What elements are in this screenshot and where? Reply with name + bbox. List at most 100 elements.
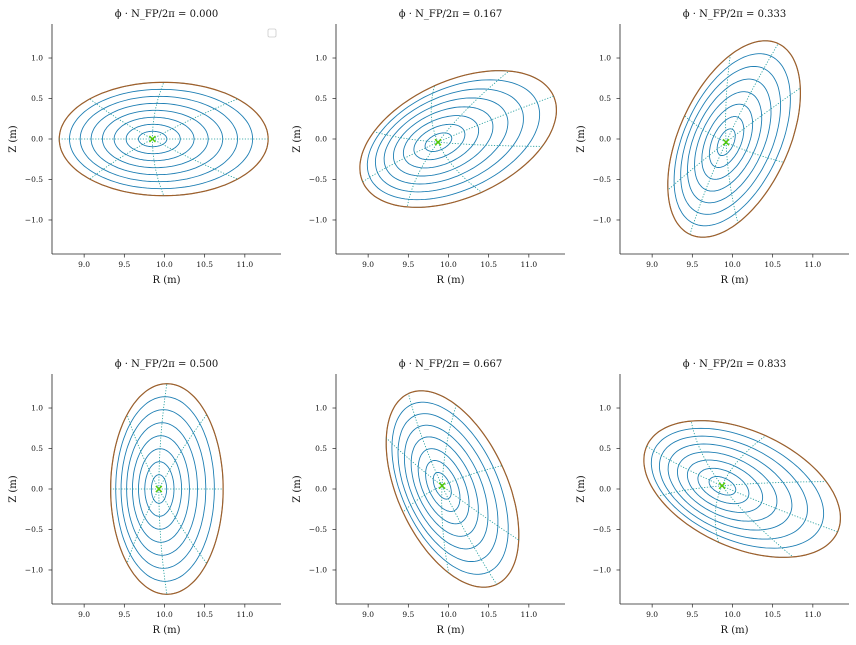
flux-surface-5: [101, 109, 209, 169]
flux-surface-6: [126, 422, 198, 556]
x-tick-label: 9.5: [402, 260, 414, 269]
plasma-boundary: [110, 383, 224, 595]
y-tick-label: 1.0: [599, 54, 611, 63]
poloidal-line-1-1: [158, 383, 168, 489]
y-tick-label: 0.0: [31, 135, 43, 144]
y-tick-label: 0.0: [315, 485, 327, 494]
x-tick-label: 9.0: [646, 610, 658, 619]
poloidal-line-3-1: [430, 85, 439, 143]
poloidal-line-4-1: [373, 131, 439, 143]
y-tick-label: 1.0: [315, 54, 327, 63]
y-tick-label: −0.5: [309, 525, 327, 534]
poloidal-line-1-1: [408, 393, 443, 486]
y-tick-label: 1.0: [31, 54, 43, 63]
x-tick-label: 9.5: [686, 610, 698, 619]
poloidal-lines: [59, 82, 269, 196]
y-tick-label: −1.0: [593, 216, 611, 225]
y-tick-label: 1.0: [315, 404, 327, 413]
x-axis-label: R (m): [721, 625, 749, 636]
flux-surfaces: [667, 40, 801, 238]
y-axis-label: Z (m): [576, 475, 587, 503]
poloidal-lines: [646, 421, 838, 558]
y-tick-label: 1.0: [599, 404, 611, 413]
poloidal-line-2-1: [386, 437, 443, 487]
flux-surface-8: [366, 79, 541, 201]
magnetic-axis-marker: [722, 138, 730, 146]
y-tick-label: −0.5: [309, 175, 327, 184]
poloidal-line-4-1: [441, 485, 450, 573]
poloidal-line-1-1: [725, 43, 779, 143]
flux-surface-9: [667, 40, 801, 238]
poloidal-line-1-1: [437, 95, 554, 143]
x-tick-label: 11.0: [520, 610, 537, 619]
plasma-boundary: [667, 40, 802, 238]
subplot-5: ϕ · N_FP/2π = 0.667 9.0 9.5 10.0 10.5 11.0 1.0…: [292, 359, 565, 636]
flux-surface-4: [402, 115, 480, 169]
y-axis-label: Z (m): [292, 125, 303, 153]
y-tick-label: 0.5: [31, 444, 43, 453]
poloidal-lines: [667, 43, 801, 235]
y-tick-label: −1.0: [25, 216, 43, 225]
x-tick-label: 10.0: [440, 260, 457, 269]
flux-surface-6: [90, 102, 224, 176]
poloidal-line-2-2: [89, 138, 153, 180]
poloidal-line-2-1: [437, 70, 510, 143]
flux-surface-6: [383, 97, 509, 185]
x-tick-label: 9.5: [686, 260, 698, 269]
poloidal-line-1-2: [441, 485, 498, 585]
poloidal-line-3-2: [721, 435, 766, 486]
poloidal-line-3-2: [725, 141, 784, 163]
subplot-1: ϕ · N_FP/2π = 0.000 9.0 9.5 10.0 10.5 11.0 1.0…: [8, 9, 281, 286]
x-tick-label: 11.0: [804, 610, 821, 619]
y-tick-label: −1.0: [309, 216, 327, 225]
flux-surface-2: [138, 130, 168, 148]
flux-surfaces: [385, 390, 520, 588]
poloidal-line-3-2: [441, 465, 503, 487]
x-tick-label: 9.0: [362, 260, 374, 269]
poloidal-line-1-2: [689, 142, 727, 235]
poloidal-line-2-2: [406, 141, 439, 207]
poloidal-line-2-1: [725, 55, 731, 143]
x-tick-label: 10.5: [196, 610, 213, 619]
x-tick-label: 9.0: [78, 260, 90, 269]
plasma-boundary: [643, 420, 842, 558]
x-tick-label: 11.0: [236, 260, 253, 269]
x-axis-label: R (m): [437, 625, 465, 636]
y-tick-label: −1.0: [25, 566, 43, 575]
poloidal-line-3-1: [684, 115, 727, 143]
x-tick-label: 11.0: [520, 260, 537, 269]
flux-surface-3: [708, 116, 745, 168]
poloidal-line-4-2: [158, 414, 208, 490]
y-tick-label: −0.5: [25, 525, 43, 534]
x-tick-label: 10.0: [156, 610, 173, 619]
x-tick-label: 10.0: [156, 260, 173, 269]
poloidal-line-1-1: [646, 445, 723, 487]
flux-surface-5: [677, 451, 778, 522]
subplot-title: ϕ · N_FP/2π = 0.833: [683, 359, 786, 370]
subplot-title: ϕ · N_FP/2π = 0.167: [399, 9, 502, 20]
flux-surface-2: [424, 132, 453, 152]
flux-surface-6: [403, 424, 489, 550]
poloidal-lines: [362, 70, 554, 207]
poloidal-line-2-2: [441, 485, 519, 541]
subplot-2: ϕ · N_FP/2π = 0.167 9.0 9.5 10.0 10.5 11.0 1.0…: [292, 9, 565, 286]
subplot-3: ϕ · N_FP/2π = 0.333 9.0 9.5 10.0 10.5 11.0 1.0…: [576, 9, 849, 286]
poloidal-lines: [110, 383, 224, 595]
flux-surface-5: [694, 91, 763, 192]
flux-surface-7: [397, 413, 499, 562]
poloidal-line-4-1: [721, 485, 794, 558]
flux-surface-8: [673, 53, 791, 227]
poloidal-line-2-2: [158, 488, 208, 564]
subplot-title: ϕ · N_FP/2π = 0.000: [115, 9, 218, 20]
plasma-boundary: [385, 390, 520, 588]
y-tick-label: −0.5: [25, 175, 43, 184]
poloidal-line-1-2: [721, 485, 838, 533]
poloidal-line-2-2: [721, 481, 827, 487]
x-axis-label: R (m): [153, 625, 181, 636]
x-tick-label: 9.5: [402, 610, 414, 619]
poloidal-line-2-1: [126, 414, 160, 490]
magnetic-axis-marker: [438, 482, 446, 490]
y-tick-label: 0.5: [599, 94, 611, 103]
x-axis-label: R (m): [721, 275, 749, 286]
x-tick-label: 9.5: [118, 260, 130, 269]
